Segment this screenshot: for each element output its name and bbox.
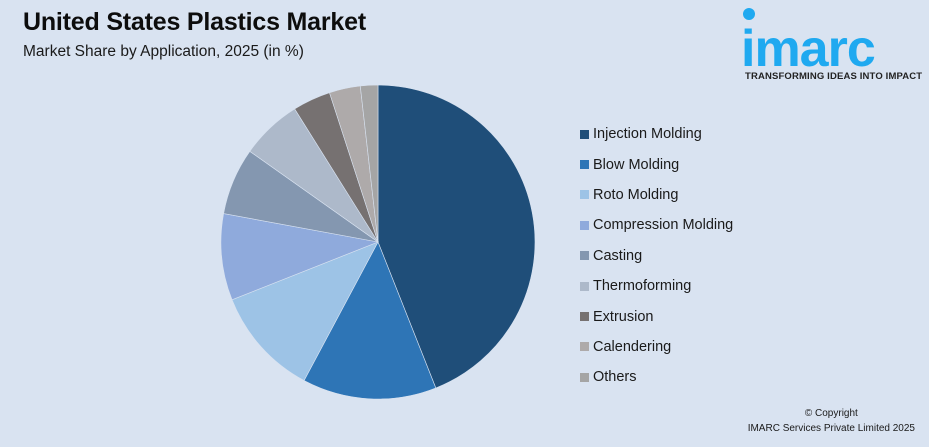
legend-swatch-icon bbox=[580, 220, 589, 230]
legend-label: Extrusion bbox=[593, 308, 654, 325]
logo-tagline: TRANSFORMING IDEAS INTO IMPACT bbox=[745, 71, 923, 82]
chart-title: United States Plastics Market bbox=[23, 8, 366, 36]
legend-swatch-icon bbox=[580, 129, 589, 139]
legend-label: Injection Molding bbox=[593, 126, 702, 143]
legend-item-roto-molding: Roto Molding bbox=[580, 180, 733, 210]
legend-label: Casting bbox=[593, 247, 643, 264]
imarc-logo-icon: imarc bbox=[741, 8, 876, 70]
legend-item-blow-molding: Blow Molding bbox=[580, 149, 733, 179]
pie-chart-svg bbox=[220, 84, 536, 400]
legend-swatch-icon bbox=[580, 372, 589, 382]
pie-slice-blow-molding bbox=[303, 241, 437, 400]
chart-legend: Injection Molding Blow Molding Roto Moldin… bbox=[580, 119, 733, 393]
legend-item-thermoforming: Thermoforming bbox=[580, 271, 733, 301]
pie-slice-compression-molding bbox=[220, 213, 380, 301]
legend-swatch-icon bbox=[580, 190, 589, 200]
pie-slice-injection-molding bbox=[377, 84, 536, 389]
pie-slice-others bbox=[359, 84, 379, 243]
svg-text:imarc: imarc bbox=[741, 20, 875, 70]
legend-label: Thermoforming bbox=[593, 278, 692, 295]
copyright-line-2: IMARC Services Private Limited 2025 bbox=[747, 423, 915, 434]
copyright-line-1: © Copyright bbox=[804, 408, 858, 419]
pie-slice-roto-molding bbox=[231, 241, 379, 381]
legend-label: Compression Molding bbox=[593, 217, 734, 234]
pie-chart bbox=[220, 84, 536, 400]
legend-item-extrusion: Extrusion bbox=[580, 301, 733, 331]
legend-item-compression-molding: Compression Molding bbox=[580, 210, 733, 240]
legend-item-casting: Casting bbox=[580, 241, 733, 271]
legend-label: Roto Molding bbox=[593, 186, 679, 203]
legend-swatch-icon bbox=[580, 160, 589, 170]
chart-subtitle: Market Share by Application, 2025 (in %) bbox=[23, 43, 304, 60]
legend-item-others: Others bbox=[580, 362, 733, 392]
imarc-logo: imarc bbox=[738, 6, 924, 86]
legend-item-calendering: Calendering bbox=[580, 332, 733, 362]
legend-label: Calendering bbox=[593, 338, 672, 355]
legend-label: Others bbox=[593, 369, 637, 386]
legend-swatch-icon bbox=[580, 312, 589, 322]
legend-item-injection-molding: Injection Molding bbox=[580, 119, 733, 149]
legend-swatch-icon bbox=[580, 342, 589, 352]
legend-label: Blow Molding bbox=[593, 156, 680, 173]
legend-swatch-icon bbox=[580, 251, 589, 261]
legend-swatch-icon bbox=[580, 281, 589, 291]
copyright-notice: © Copyright IMARC Services Private Limit… bbox=[748, 406, 915, 436]
